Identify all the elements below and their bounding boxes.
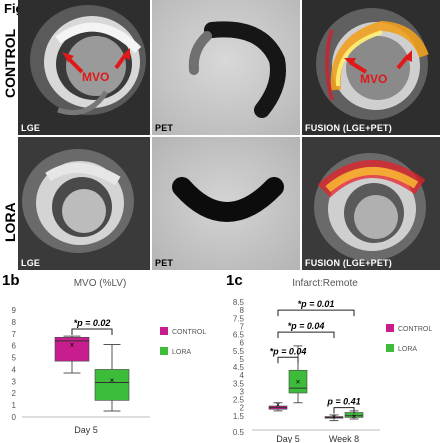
chart-mvo: MVO (%LV) 0 1 2 3 4 5 6 7 8 9 Day 5 × × *p = 0.02 CONTR… <box>12 278 207 435</box>
y-tick-label: 1 <box>12 401 17 410</box>
image-control-pet: PET <box>152 0 300 135</box>
y-tick-label: 4 <box>240 371 245 380</box>
y-tick-label: 0.5 <box>233 428 245 437</box>
panel-label: LGE <box>21 258 41 268</box>
fusion-image <box>302 0 440 135</box>
y-tick-label: 1.5 <box>233 412 245 421</box>
y-tick-label: 8.5 <box>233 298 245 307</box>
mvo-arrows <box>344 50 412 74</box>
y-tick-label: 0 <box>12 413 17 422</box>
x-tick-label: Week 8 <box>329 434 359 443</box>
legend-swatch-control <box>386 324 394 332</box>
y-tick-label: 6.5 <box>233 331 245 340</box>
chart-infarct-remote: Infarct:Remote 0.5 1.522.533.544.555.566.5… <box>233 278 432 443</box>
x-tick-label: Day 5 <box>276 434 300 443</box>
image-lora-fusion: FUSION (LGE+PET) <box>302 137 440 270</box>
box-lora-1-mean-marker: × <box>352 412 357 421</box>
y-tick-label: 7 <box>240 322 245 331</box>
panel-label: FUSION (LGE+PET) <box>305 123 392 133</box>
box-control-0-mean-marker: × <box>276 400 281 409</box>
panel-label: LGE <box>21 123 41 133</box>
box-lora-box <box>94 369 130 401</box>
caption-1b: 1b <box>2 272 20 289</box>
pet-image <box>152 137 300 270</box>
y-tick-label: 8 <box>240 306 245 315</box>
box-lora-0-box <box>288 369 308 394</box>
pvalue-lora-day5-week8-label: *p = 0.04 <box>288 321 325 331</box>
lge-image <box>18 137 150 270</box>
pvalue-lora-day5-week8-bracket <box>277 331 335 339</box>
box-control-mean-marker: × <box>70 340 75 349</box>
mvo-label: MVO <box>82 70 110 84</box>
panel-label: FUSION (LGE+PET) <box>305 258 392 268</box>
box-control-box <box>54 337 90 362</box>
legend-swatch-lora <box>160 347 168 355</box>
legend-swatch-control <box>160 327 168 335</box>
x-tick-label: Day 5 <box>74 425 98 435</box>
legend-label-control: CONTROL <box>172 329 206 336</box>
pvalue-day5-bracket <box>277 356 299 364</box>
pet-image <box>152 0 300 135</box>
caption-1c: 1c <box>226 272 243 289</box>
pvalue-control-day5-week8-bracket <box>277 309 355 317</box>
image-control-fusion: MVO FUSION (LGE+PET) <box>302 0 440 135</box>
legend-swatch-lora <box>386 344 394 352</box>
image-control-lge: MVO LGE <box>18 0 150 135</box>
box-control-1-mean-marker: × <box>332 413 337 422</box>
fusion-image <box>302 137 440 270</box>
pvalue-week8-bracket <box>333 407 355 414</box>
chart-title: Infarct:Remote <box>292 278 358 289</box>
y-tick-label: 7 <box>12 330 17 339</box>
y-tick-label: 9 <box>12 306 17 315</box>
mvo-label: MVO <box>360 72 388 86</box>
y-tick-label: 6 <box>240 339 245 348</box>
y-tick-label: 3.5 <box>233 379 245 388</box>
y-tick-label: 2.5 <box>233 396 245 405</box>
lge-image <box>18 0 150 135</box>
box-lora-mean-marker: × <box>110 376 115 385</box>
chart-title: MVO (%LV) <box>74 278 127 289</box>
row-label-control: CONTROL <box>2 28 18 98</box>
mvo-arrows <box>62 48 130 74</box>
y-tick-label: 8 <box>12 318 17 327</box>
y-tick-label: 7.5 <box>233 314 245 323</box>
pvalue-day5-label: *p = 0.02 <box>74 318 111 328</box>
box-lora-0-mean-marker: × <box>296 378 301 387</box>
y-tick-label: 3 <box>12 377 17 386</box>
image-lora-lge: LGE <box>18 137 150 270</box>
pvalue-day5-bracket <box>71 328 113 336</box>
panel-label: PET <box>155 258 174 268</box>
panel-label: PET <box>155 123 174 133</box>
pvalue-week8-label: p = 0.41 <box>326 397 360 407</box>
y-tick-label: 5.5 <box>233 347 245 356</box>
pvalue-day5-label: *p = 0.04 <box>270 346 307 356</box>
legend-label-lora: LORA <box>398 346 417 353</box>
legend-label-lora: LORA <box>172 349 191 356</box>
y-tick-label: 2 <box>240 404 245 413</box>
y-tick-label: 6 <box>12 342 17 351</box>
y-tick-label: 3 <box>240 387 245 396</box>
y-tick-label: 5 <box>12 354 17 363</box>
y-tick-label: 4 <box>12 365 17 374</box>
row-label-lora: LORA <box>2 202 18 242</box>
y-tick-label: 5 <box>240 355 245 364</box>
y-tick-label: 2 <box>12 389 17 398</box>
legend-label-control: CONTROL <box>398 326 432 333</box>
y-tick-label: 4.5 <box>233 363 245 372</box>
pvalue-control-day5-week8-label: *p = 0.01 <box>298 299 335 309</box>
image-lora-pet: PET <box>152 137 300 270</box>
